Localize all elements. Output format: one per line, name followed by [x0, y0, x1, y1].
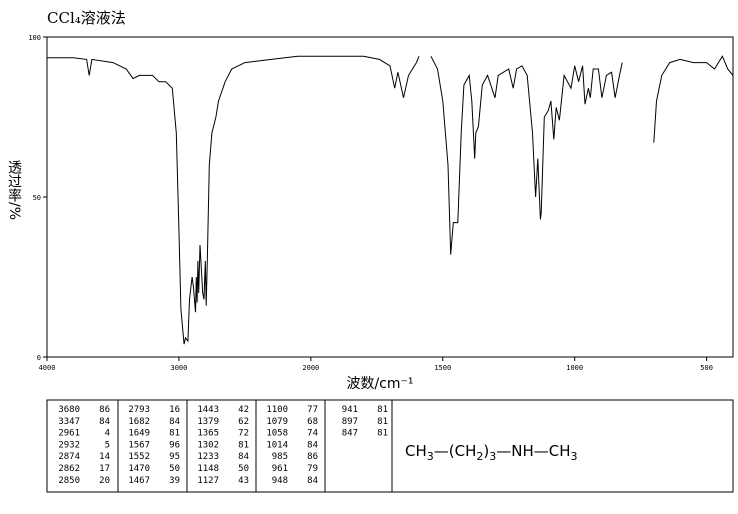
- formula-subscript: 2: [476, 450, 483, 463]
- peak-wavenumber: 1148: [197, 464, 219, 474]
- y-axis-label: 透过率/%: [6, 160, 22, 220]
- peak-transmittance: 81: [169, 429, 180, 439]
- peak-transmittance: 50: [238, 464, 249, 474]
- peak-transmittance: 79: [307, 464, 318, 474]
- peak-transmittance: 17: [99, 464, 110, 474]
- peak-wavenumber: 1302: [197, 440, 219, 450]
- peak-wavenumber: 1379: [197, 417, 219, 427]
- peak-wavenumber: 1467: [128, 476, 150, 486]
- y-tick-label: 50: [33, 194, 41, 202]
- peak-wavenumber: 3347: [58, 417, 80, 427]
- peak-transmittance: 84: [307, 440, 318, 450]
- plot-frame: [46, 36, 734, 358]
- spectrum-line: [47, 55, 734, 345]
- peak-transmittance: 16: [169, 405, 180, 415]
- peak-transmittance: 96: [169, 440, 180, 450]
- peak-transmittance: 81: [238, 440, 249, 450]
- peak-transmittance: 95: [169, 452, 180, 462]
- peak-wavenumber: 1100: [266, 405, 288, 415]
- peak-wavenumber: 948: [272, 476, 288, 486]
- peak-transmittance: 68: [307, 417, 318, 427]
- peak-transmittance: 74: [307, 429, 318, 439]
- peak-wavenumber: 1058: [266, 429, 288, 439]
- formula-text: —NH—CH: [496, 442, 570, 460]
- formula: CH3—(CH2)3—NH—CH3: [405, 442, 578, 463]
- peak-transmittance: 86: [99, 405, 110, 415]
- peak-transmittance: 20: [99, 476, 110, 486]
- peak-transmittance: 86: [307, 452, 318, 462]
- peak-transmittance: 62: [238, 417, 249, 427]
- peak-wavenumber: 961: [272, 464, 288, 474]
- peak-wavenumber: 1365: [197, 429, 219, 439]
- x-axis-label: 波数/cm⁻¹: [346, 376, 413, 392]
- y-tick-label: 0: [37, 354, 41, 362]
- x-tick-label: 1000: [566, 364, 583, 372]
- peak-transmittance: 81: [377, 405, 388, 415]
- peak-transmittance: 81: [377, 429, 388, 439]
- chart-title: CCl₄溶液法: [47, 9, 126, 27]
- x-tick-label: 4000: [39, 364, 56, 372]
- y-tick-label: 100: [28, 34, 41, 42]
- peak-wavenumber: 2793: [128, 405, 150, 415]
- peak-transmittance: 39: [169, 476, 180, 486]
- peak-wavenumber: 1233: [197, 452, 219, 462]
- peak-wavenumber: 2850: [58, 476, 80, 486]
- peak-transmittance: 84: [307, 476, 318, 486]
- peak-transmittance: 81: [377, 417, 388, 427]
- peak-transmittance: 77: [307, 405, 318, 415]
- formula-subscript: 3: [489, 450, 496, 463]
- formula-subscript: 3: [427, 450, 434, 463]
- peak-transmittance: 4: [105, 429, 110, 439]
- peak-transmittance: 5: [105, 440, 110, 450]
- peak-wavenumber: 3680: [58, 405, 80, 415]
- formula-text: CH: [405, 442, 427, 460]
- peak-wavenumber: 2961: [58, 429, 80, 439]
- peak-wavenumber: 1470: [128, 464, 150, 474]
- peak-wavenumber: 1552: [128, 452, 150, 462]
- peak-transmittance: 84: [238, 452, 249, 462]
- peak-wavenumber: 1567: [128, 440, 150, 450]
- peak-wavenumber: 1649: [128, 429, 150, 439]
- peak-transmittance: 42: [238, 405, 249, 415]
- peak-wavenumber: 1014: [266, 440, 288, 450]
- peak-transmittance: 84: [169, 417, 180, 427]
- peak-wavenumber: 985: [272, 452, 288, 462]
- peak-transmittance: 50: [169, 464, 180, 474]
- x-tick-label: 1500: [434, 364, 451, 372]
- peak-wavenumber: 1127: [197, 476, 219, 486]
- formula-text: ): [483, 442, 489, 460]
- peak-wavenumber: 2862: [58, 464, 80, 474]
- peak-wavenumber: 897: [342, 417, 358, 427]
- peak-transmittance: 72: [238, 429, 249, 439]
- x-tick-label: 2000: [302, 364, 319, 372]
- peak-transmittance: 84: [99, 417, 110, 427]
- x-tick-label: 500: [700, 364, 713, 372]
- peak-wavenumber: 941: [342, 405, 358, 415]
- formula-subscript: 3: [571, 450, 578, 463]
- table-frame: [46, 399, 734, 493]
- peak-wavenumber: 2932: [58, 440, 80, 450]
- peak-transmittance: 43: [238, 476, 249, 486]
- peak-wavenumber: 2874: [58, 452, 80, 462]
- peak-wavenumber: 1079: [266, 417, 288, 427]
- formula-text: —(CH: [434, 442, 477, 460]
- peak-wavenumber: 1682: [128, 417, 150, 427]
- peak-transmittance: 14: [99, 452, 110, 462]
- x-tick-label: 3000: [170, 364, 187, 372]
- peak-wavenumber: 847: [342, 429, 358, 439]
- peak-wavenumber: 1443: [197, 405, 219, 415]
